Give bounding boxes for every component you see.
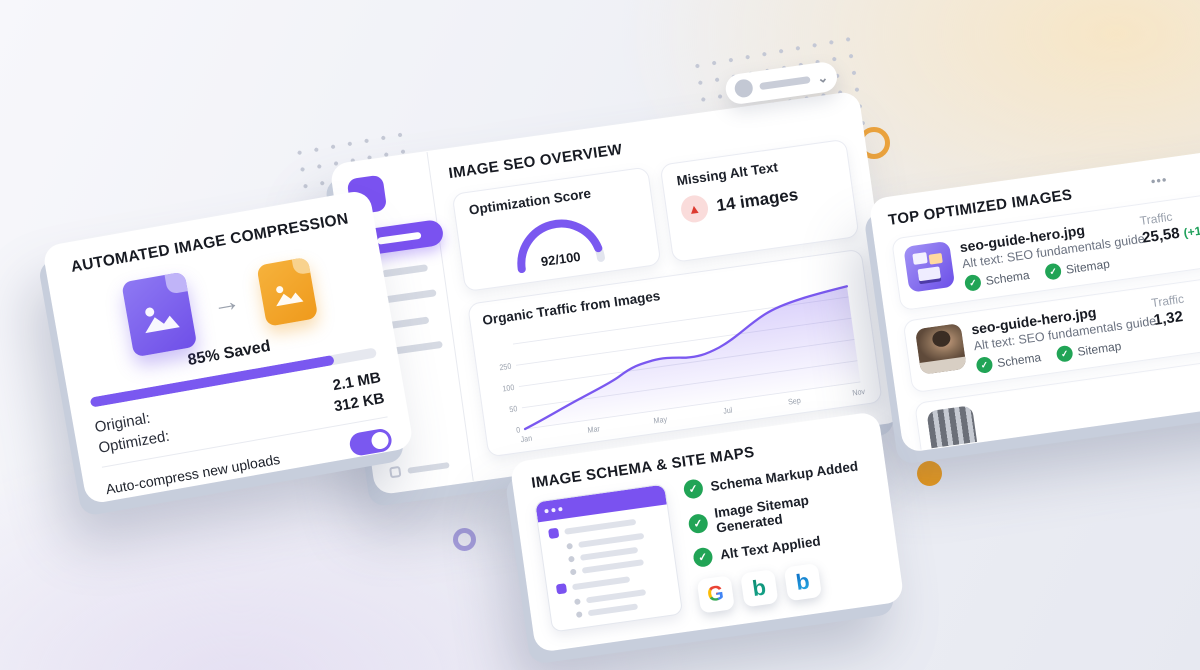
missing-alt-count: 14 images xyxy=(715,184,800,215)
sitemap-badge-label: Sitemap xyxy=(1076,338,1123,359)
purple-ring-decoration xyxy=(453,528,476,551)
warning-badge: ▲ xyxy=(679,193,710,225)
check-icon: ✓ xyxy=(1055,344,1074,363)
schema-badge-label: Schema xyxy=(996,350,1042,371)
traffic-chart-card: Organic Traffic from Images 250 100 50 0 xyxy=(467,248,883,458)
schema-badge-label: Schema xyxy=(984,267,1031,288)
schema-leaf-icon xyxy=(575,611,583,618)
image-thumbnail xyxy=(903,240,956,293)
traffic-label: Traffic xyxy=(1150,291,1185,311)
seo-overview-card: ⌄ IMAGE SEO OVERVIEW Optimization Score … xyxy=(329,60,905,496)
schema-badge: ✓ Schema xyxy=(963,267,1031,292)
schema-node-icon xyxy=(548,527,560,539)
sitemap-badge: ✓ Sitemap xyxy=(1044,256,1111,281)
schema-node-icon xyxy=(555,583,568,595)
schema-leaf-icon xyxy=(574,598,581,606)
folded-corner xyxy=(291,256,311,276)
schema-leaf-icon xyxy=(566,542,574,550)
arrow-right-icon: → xyxy=(209,284,243,320)
nav-label-placeholder xyxy=(376,231,422,245)
compression-illustration: → xyxy=(71,241,370,366)
schema-leaf-icon xyxy=(569,568,577,576)
check-icon: ✓ xyxy=(963,273,982,292)
warning-triangle-icon: ▲ xyxy=(686,200,702,218)
missing-alt-card: Missing Alt Text ▲ 14 images xyxy=(659,138,860,263)
check-icon: ✓ xyxy=(682,478,704,500)
y-tick: 0 xyxy=(516,425,521,435)
nav-label-placeholder xyxy=(388,315,430,329)
image-glyph-icon xyxy=(145,307,180,334)
username-placeholder xyxy=(758,75,811,90)
check-icon: ✓ xyxy=(692,546,714,569)
optimized-image-file-icon xyxy=(256,256,319,327)
avatar xyxy=(733,78,754,99)
image-glyph-icon xyxy=(276,286,304,307)
y-tick: 50 xyxy=(509,404,518,415)
traffic-trend: (+1 xyxy=(1182,223,1200,240)
image-thumbnail xyxy=(926,405,979,454)
footer-label-placeholder xyxy=(407,461,450,474)
schema-leaf-icon xyxy=(568,555,575,563)
help-icon xyxy=(389,465,402,479)
orange-dot-decoration xyxy=(917,461,942,486)
auto-compress-label: Auto-compress new uploads xyxy=(104,450,282,497)
chevron-down-icon: ⌄ xyxy=(816,69,829,86)
folded-corner xyxy=(164,271,188,295)
sitemap-badge-label: Sitemap xyxy=(1065,256,1111,277)
nav-label-placeholder xyxy=(381,263,429,277)
x-tick: Sep xyxy=(787,396,801,407)
dashboard-main: ⌄ IMAGE SEO OVERVIEW Optimization Score … xyxy=(428,60,904,481)
compression-card: AUTOMATED IMAGE COMPRESSION → 85% Saved … xyxy=(41,189,415,505)
image-thumbnail xyxy=(914,322,967,375)
bing-icon: b xyxy=(740,569,779,608)
nav-label-placeholder xyxy=(392,340,443,355)
check-icon: ✓ xyxy=(1044,262,1063,281)
traffic-area-chart: 250 100 50 0 Jan Mar May Jul Sep Nov xyxy=(499,285,866,444)
bing-alt-icon: b xyxy=(783,562,822,602)
score-gauge: 92/100 xyxy=(517,219,605,274)
x-tick: Mar xyxy=(587,424,601,435)
original-image-file-icon xyxy=(121,271,198,358)
toggle-knob xyxy=(370,430,390,451)
optimized-value: 312 KB xyxy=(332,389,386,416)
score-value: 92/100 xyxy=(540,249,581,269)
schema-badge: ✓ Schema xyxy=(975,349,1042,375)
x-tick: Jan xyxy=(520,433,533,444)
schema-tree xyxy=(538,504,682,629)
check-icon: ✓ xyxy=(975,355,994,375)
check-label: Alt Text Applied xyxy=(719,533,822,563)
kebab-menu-icon[interactable]: ••• xyxy=(1149,171,1169,190)
check-icon: ✓ xyxy=(687,512,709,534)
x-tick: Jul xyxy=(723,405,734,416)
nav-label-placeholder xyxy=(384,288,437,303)
top-images-card: TOP OPTIMIZED IMAGES ••• seo-guide-hero.… xyxy=(868,138,1200,454)
y-tick: 100 xyxy=(502,383,515,394)
optimization-score-card: Optimization Score 92/100 xyxy=(451,166,662,293)
x-tick: May xyxy=(653,414,668,425)
sitemap-badge: ✓ Sitemap xyxy=(1055,338,1123,363)
y-tick: 250 xyxy=(499,361,512,372)
browser-mockup xyxy=(534,483,684,633)
sidebar-footer-item[interactable] xyxy=(383,458,461,480)
x-tick: Nov xyxy=(852,386,866,397)
google-icon: G xyxy=(696,575,735,614)
